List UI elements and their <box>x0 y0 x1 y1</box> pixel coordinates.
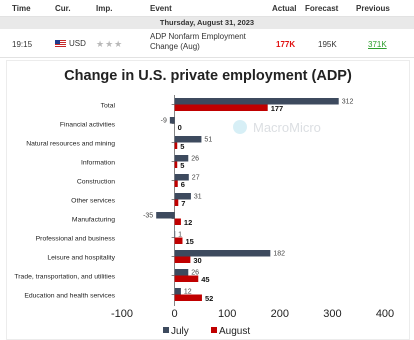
x-tick-label: 0 <box>172 308 178 320</box>
bar-august <box>174 142 178 149</box>
category-label: Professional and business <box>36 236 116 243</box>
bar-august <box>174 180 178 187</box>
event-time: 19:15 <box>12 40 33 49</box>
category-label: Other services <box>71 198 115 205</box>
header-forecast: Forecast <box>305 4 339 13</box>
x-tick-label: 200 <box>271 308 289 320</box>
bar-july <box>174 250 271 257</box>
header-time: Time <box>12 4 31 13</box>
bar-july <box>169 117 175 124</box>
bar-august <box>174 237 183 244</box>
watermark-logo: MacroMicro <box>233 120 321 135</box>
bar-july <box>174 231 176 238</box>
x-tick-label: 300 <box>323 308 341 320</box>
category-label: Leisure and hospitality <box>47 255 115 262</box>
bar-august <box>174 199 179 206</box>
data-label-july: -9 <box>161 118 167 125</box>
event-forecast: 195K <box>318 40 337 49</box>
data-label-july: -35 <box>143 213 153 220</box>
x-tick-label: 400 <box>376 308 394 320</box>
legend-label-july: July <box>171 326 189 337</box>
watermark-icon <box>233 120 247 134</box>
category-label: Financial activities <box>60 122 116 129</box>
event-row[interactable]: 19:15 USD ★★★ ADP Nonfarm Employment Cha… <box>0 30 414 58</box>
category-label: Construction <box>77 179 115 186</box>
currency-label: USD <box>69 39 86 48</box>
category-label: Total <box>101 103 116 110</box>
header-currency: Cur. <box>55 4 71 13</box>
calendar-header: Time Cur. Imp. Event Actual Forecast Pre… <box>0 0 414 17</box>
data-label-july: 26 <box>191 156 199 163</box>
data-label-august: 177 <box>271 104 284 113</box>
data-label-august: 30 <box>193 256 201 265</box>
category-label: Education and health services <box>24 293 115 300</box>
bar-july <box>156 212 175 219</box>
bar-july <box>174 174 189 181</box>
data-label-august: 15 <box>185 237 193 246</box>
category-label: Manufacturing <box>72 217 115 224</box>
event-name-line2: Change (Aug) <box>150 42 200 51</box>
x-tick-label: 100 <box>218 308 236 320</box>
bar-july <box>174 98 339 105</box>
bar-july <box>174 155 189 162</box>
us-flag-icon <box>55 40 66 48</box>
bar-august <box>174 218 181 225</box>
data-label-august: 45 <box>201 275 209 284</box>
bar-august <box>174 294 202 301</box>
employment-chart: Change in U.S. private employment (ADP) M… <box>14 68 394 337</box>
data-label-july: 26 <box>191 270 199 277</box>
bar-july <box>174 288 181 295</box>
legend-swatch-august <box>211 327 217 333</box>
bar-july <box>174 193 191 200</box>
event-name[interactable]: ADP Nonfarm Employment Change (Aug) <box>150 32 246 52</box>
bar-august <box>174 104 268 111</box>
data-label-august: 52 <box>205 294 213 303</box>
data-label-july: 27 <box>192 175 200 182</box>
header-actual: Actual <box>272 4 297 13</box>
legend-swatch-july <box>163 327 169 333</box>
category-label: Information <box>81 160 115 167</box>
legend-label-august: August <box>219 326 250 337</box>
bar-july <box>174 136 202 143</box>
chart-title: Change in U.S. private employment (ADP) <box>64 68 352 84</box>
data-label-july: 1 <box>178 232 182 239</box>
event-currency: USD <box>55 39 86 48</box>
category-label: Trade, transportation, and utilities <box>14 274 115 281</box>
event-previous[interactable]: 371K <box>368 40 387 49</box>
chart-panel: Change in U.S. private employment (ADP) M… <box>6 60 410 340</box>
data-label-august: 12 <box>184 218 192 227</box>
data-label-august: 6 <box>181 180 185 189</box>
header-previous: Previous <box>356 4 390 13</box>
data-label-july: 31 <box>194 194 202 201</box>
data-label-july: 51 <box>204 137 212 144</box>
data-label-august: 7 <box>181 199 185 208</box>
bar-august <box>174 161 178 168</box>
data-label-july: 182 <box>273 251 285 258</box>
data-label-august: 5 <box>180 161 184 170</box>
watermark-text: MacroMicro <box>253 120 321 135</box>
importance-stars-icon: ★★★ <box>96 39 124 49</box>
bar-july <box>174 269 189 276</box>
event-name-line1: ADP Nonfarm Employment <box>150 32 246 41</box>
x-tick-label: -100 <box>111 308 133 320</box>
data-label-july: 12 <box>184 289 192 296</box>
data-label-july: 312 <box>342 99 354 106</box>
header-importance: Imp. <box>96 4 113 13</box>
header-event: Event <box>150 4 172 13</box>
data-label-august: 5 <box>180 142 184 151</box>
category-label: Natural resources and mining <box>26 141 115 148</box>
data-label-august: 0 <box>178 123 182 132</box>
event-actual: 177K <box>276 40 296 49</box>
date-band: Thursday, August 31, 2023 <box>0 17 414 29</box>
bar-august <box>174 275 199 282</box>
bar-august <box>174 256 191 263</box>
